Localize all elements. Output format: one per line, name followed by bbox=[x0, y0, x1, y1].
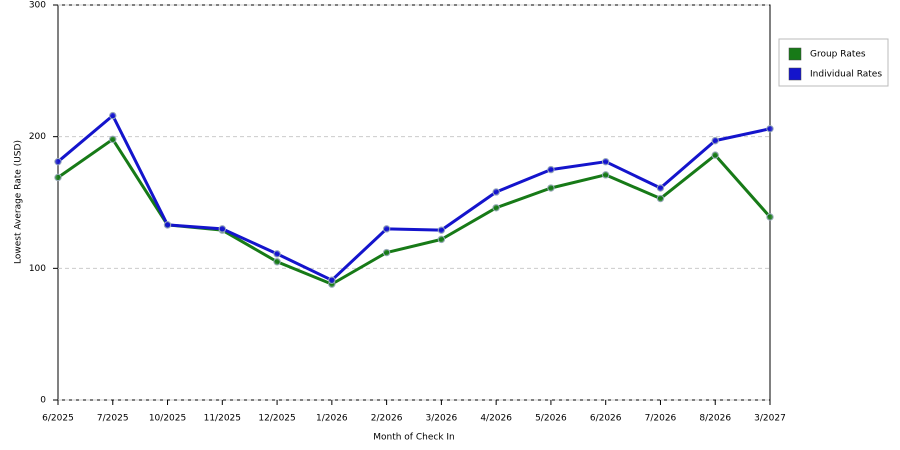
data-point bbox=[766, 213, 774, 221]
data-point bbox=[711, 136, 719, 145]
y-tick-label: 100 bbox=[29, 264, 46, 274]
data-point bbox=[601, 157, 610, 166]
data-point bbox=[218, 225, 227, 233]
data-point bbox=[54, 173, 62, 182]
y-tick-label: 300 bbox=[29, 1, 46, 11]
data-point bbox=[492, 204, 500, 212]
y-tick-label: 0 bbox=[40, 396, 46, 406]
x-tick-label: 7/2025 bbox=[97, 414, 129, 424]
data-point bbox=[328, 276, 336, 284]
x-tick-label: 7/2026 bbox=[645, 414, 677, 424]
data-point bbox=[492, 188, 500, 196]
data-point bbox=[711, 151, 719, 159]
y-tick-label: 200 bbox=[29, 132, 46, 142]
x-tick-label: 2/2026 bbox=[371, 414, 403, 424]
data-point bbox=[656, 184, 665, 192]
data-point bbox=[273, 250, 281, 258]
data-point bbox=[109, 111, 117, 120]
data-point bbox=[547, 165, 555, 174]
legend-label: Individual Rates bbox=[810, 70, 882, 80]
data-point bbox=[601, 171, 610, 179]
x-tick-label: 6/2025 bbox=[42, 414, 74, 424]
data-point bbox=[547, 184, 555, 192]
data-point bbox=[382, 225, 391, 233]
x-tick-label: 11/2025 bbox=[204, 414, 241, 424]
legend-swatch bbox=[788, 67, 802, 81]
data-point bbox=[437, 235, 446, 244]
x-tick-label: 3/2027 bbox=[754, 414, 786, 424]
legend-label: Group Rates bbox=[810, 50, 866, 60]
x-tick-label: 4/2026 bbox=[480, 414, 512, 424]
x-tick-label: 5/2026 bbox=[535, 414, 567, 424]
legend-swatch bbox=[788, 47, 802, 61]
data-point bbox=[109, 135, 117, 144]
x-axis-label: Month of Check In bbox=[373, 433, 455, 443]
series-line bbox=[57, 114, 771, 282]
x-tick-label: 3/2026 bbox=[426, 414, 458, 424]
x-tick-label: 12/2025 bbox=[258, 414, 295, 424]
x-tick-label: 6/2026 bbox=[590, 414, 622, 424]
y-axis-label: Lowest Average Rate (USD) bbox=[14, 140, 24, 264]
data-point bbox=[163, 221, 172, 229]
x-tick-label: 1/2026 bbox=[316, 414, 348, 424]
data-point bbox=[766, 125, 774, 133]
data-point bbox=[273, 258, 281, 266]
x-tick-label: 10/2025 bbox=[149, 414, 186, 424]
data-point bbox=[656, 194, 665, 203]
plot-border bbox=[57, 4, 771, 401]
data-point bbox=[437, 226, 446, 234]
series-line bbox=[57, 137, 772, 286]
data-point bbox=[382, 248, 391, 257]
x-tick-label: 8/2026 bbox=[699, 414, 731, 424]
data-point bbox=[54, 157, 62, 166]
